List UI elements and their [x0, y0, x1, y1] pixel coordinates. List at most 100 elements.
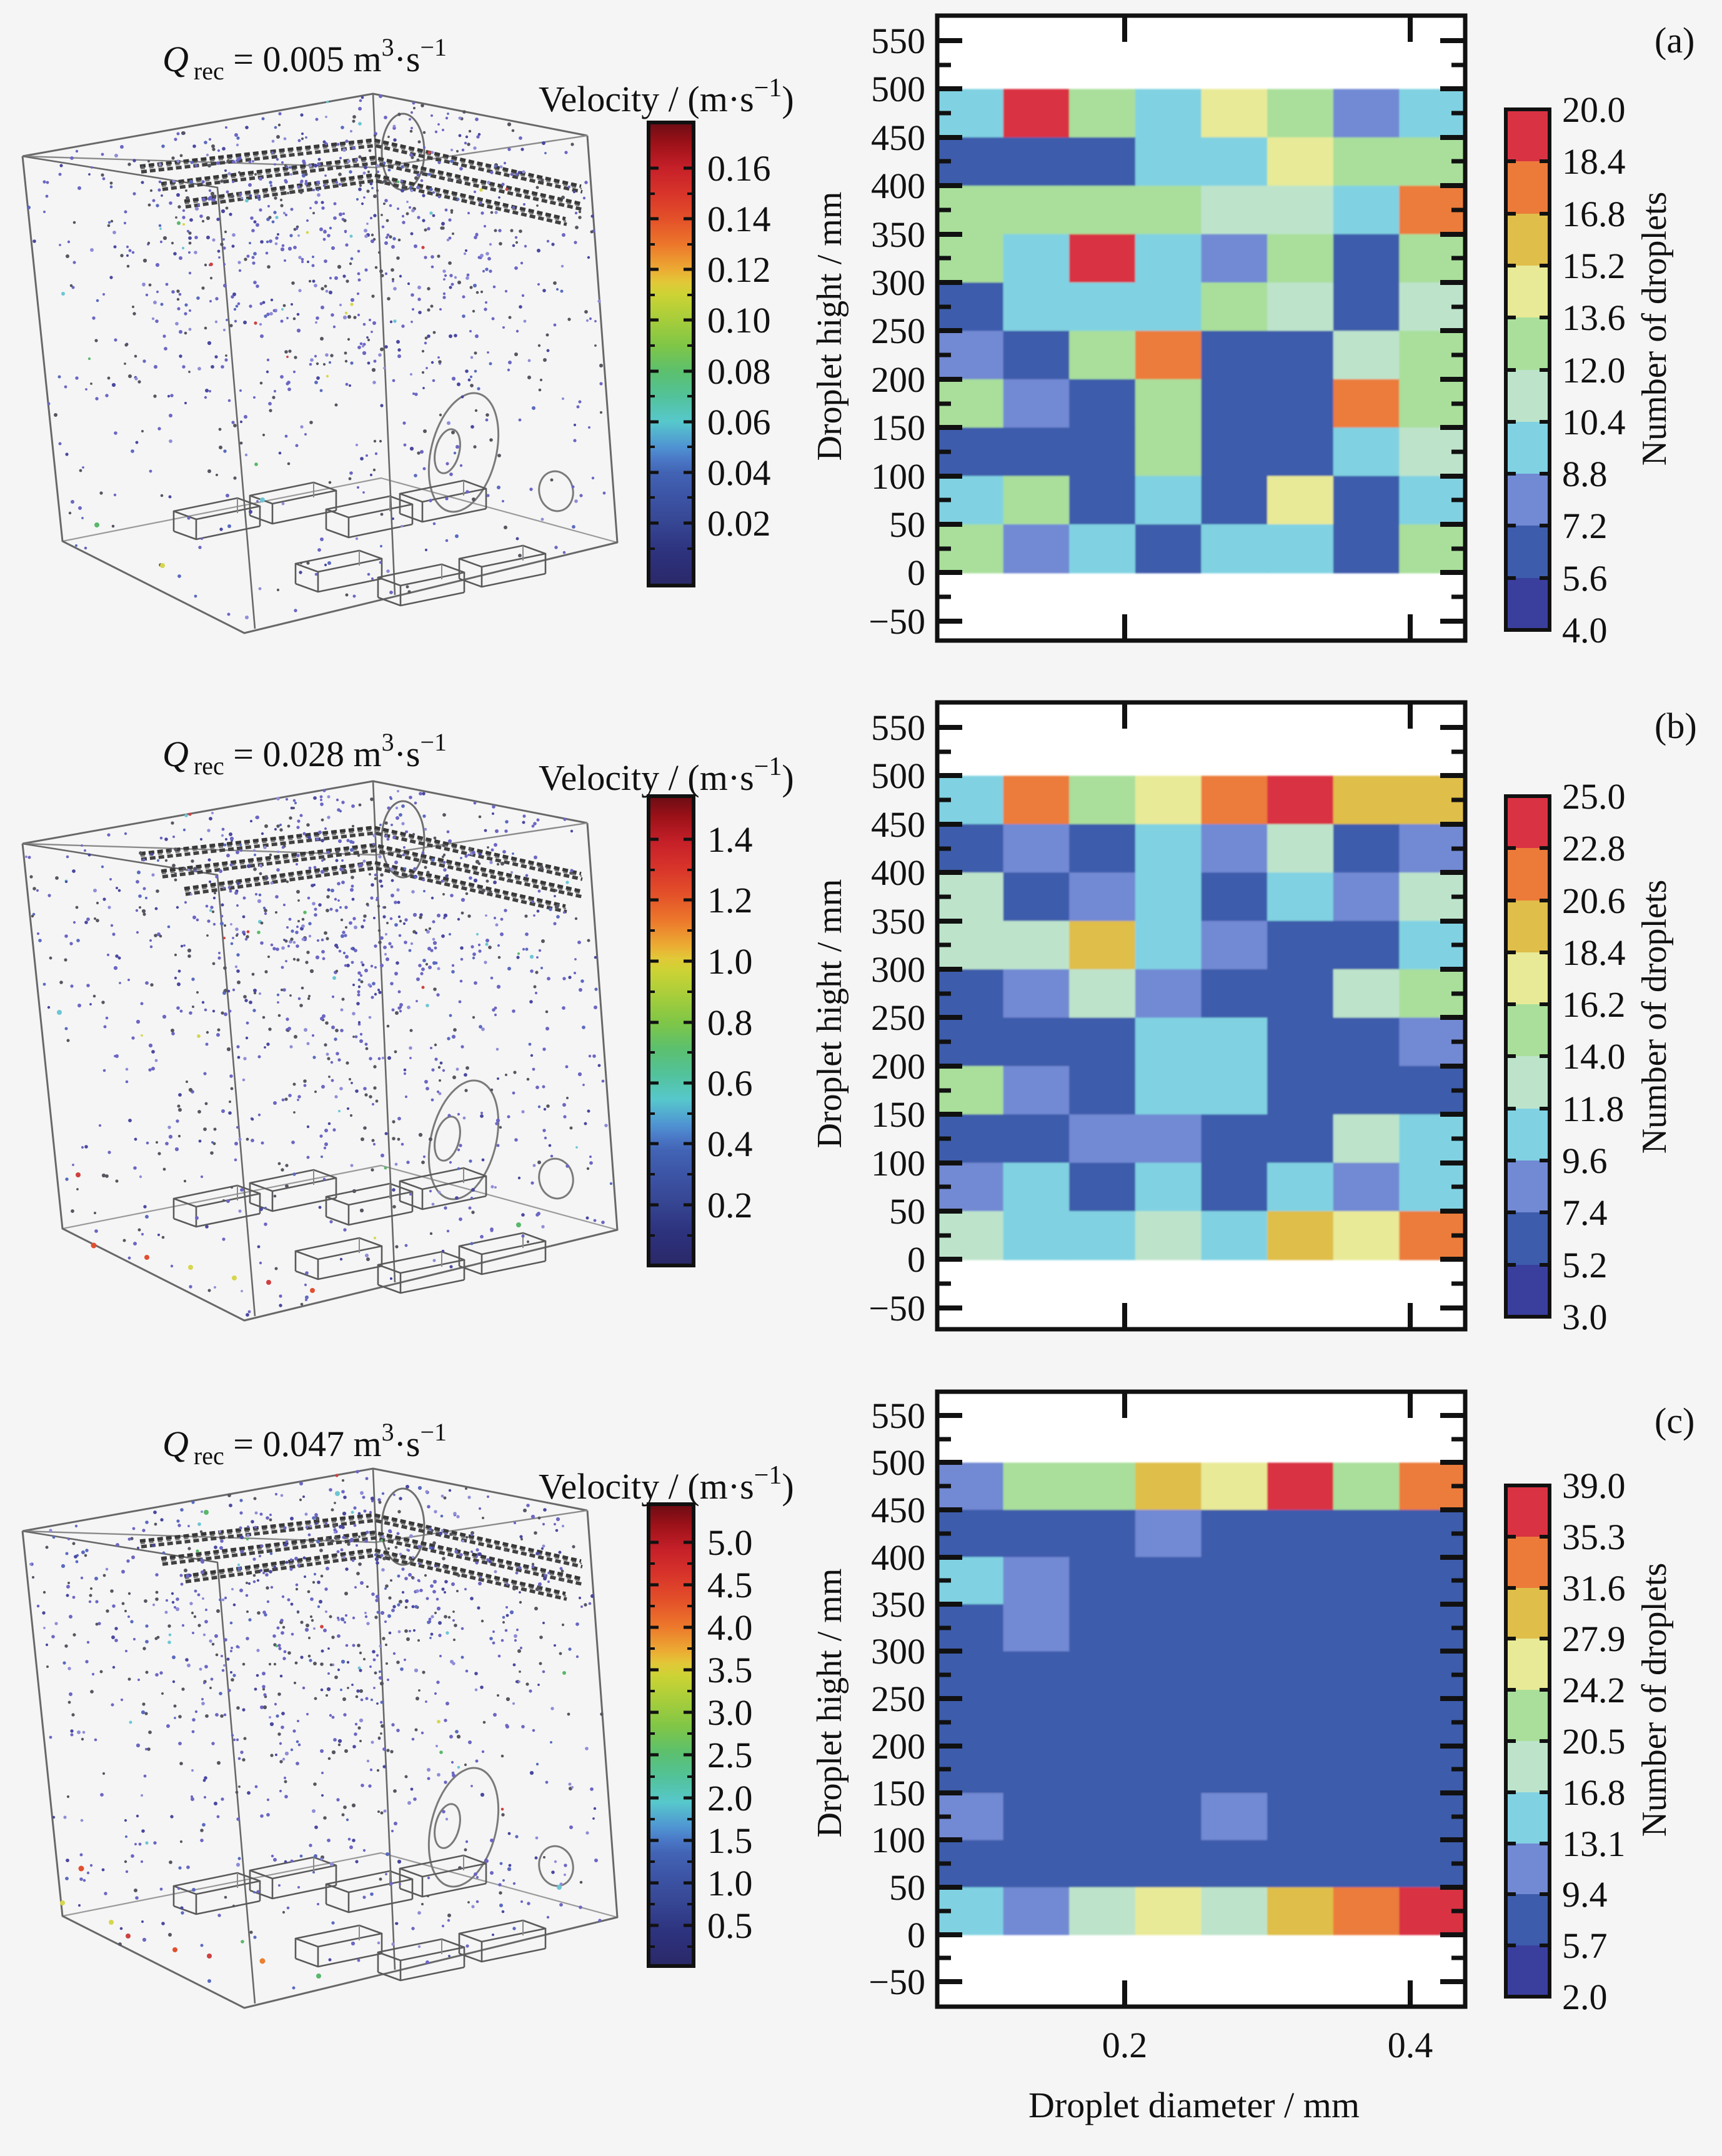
svg-text:Droplet hight / mm: Droplet hight / mm	[810, 879, 849, 1149]
svg-text:Droplet hight / mm: Droplet hight / mm	[810, 1569, 849, 1838]
svg-text:550: 550	[871, 1395, 925, 1436]
svg-text:1.4: 1.4	[707, 819, 753, 860]
svg-text:0.2: 0.2	[1102, 2025, 1148, 2065]
svg-text:0: 0	[907, 552, 925, 593]
svg-text:18.4: 18.4	[1562, 141, 1626, 182]
svg-text:0.4: 0.4	[707, 1124, 753, 1164]
svg-text:Number of droplets: Number of droplets	[1635, 1563, 1674, 1837]
svg-text:−50: −50	[868, 1288, 925, 1329]
svg-text:300: 300	[871, 262, 925, 303]
svg-text:0.8: 0.8	[707, 1002, 753, 1043]
svg-text:10.4: 10.4	[1562, 402, 1626, 442]
svg-text:300: 300	[871, 949, 925, 990]
svg-text:18.4: 18.4	[1562, 932, 1626, 973]
svg-text:20.5: 20.5	[1562, 1721, 1626, 1762]
svg-text:Number of droplets: Number of droplets	[1635, 192, 1674, 466]
svg-text:350: 350	[871, 1584, 925, 1625]
svg-text:4.5: 4.5	[707, 1565, 753, 1605]
svg-text:8.8: 8.8	[1562, 454, 1608, 494]
svg-text:500: 500	[871, 69, 925, 109]
svg-text:0.6: 0.6	[707, 1063, 753, 1104]
svg-text:100: 100	[871, 456, 925, 497]
svg-text:31.6: 31.6	[1562, 1568, 1626, 1609]
svg-text:27.9: 27.9	[1562, 1619, 1626, 1659]
svg-text:(c): (c)	[1655, 1400, 1695, 1441]
svg-text:3.0: 3.0	[707, 1692, 753, 1733]
svg-text:1.0: 1.0	[707, 1863, 753, 1904]
svg-text:50: 50	[889, 1191, 925, 1232]
svg-text:450: 450	[871, 117, 925, 158]
svg-text:0.14: 0.14	[707, 199, 771, 239]
svg-text:5.7: 5.7	[1562, 1925, 1608, 1966]
svg-text:450: 450	[871, 1490, 925, 1530]
svg-text:22.8: 22.8	[1562, 828, 1626, 869]
svg-text:400: 400	[871, 852, 925, 893]
svg-text:200: 200	[871, 359, 925, 400]
svg-text:Velocity / (m·s−1): Velocity / (m·s−1)	[539, 752, 794, 798]
svg-text:250: 250	[871, 311, 925, 351]
svg-text:15.2: 15.2	[1562, 246, 1626, 286]
svg-text:0.16: 0.16	[707, 148, 771, 189]
svg-text:7.4: 7.4	[1562, 1192, 1608, 1233]
svg-text:Q rec = 0.047 m3·s−1: Q rec = 0.047 m3·s−1	[162, 1418, 447, 1470]
svg-text:2.0: 2.0	[1562, 1977, 1608, 2017]
svg-text:20.0: 20.0	[1562, 89, 1626, 130]
svg-text:200: 200	[871, 1726, 925, 1767]
svg-text:0.12: 0.12	[707, 249, 771, 290]
svg-text:1.2: 1.2	[707, 880, 753, 921]
svg-text:100: 100	[871, 1143, 925, 1184]
svg-text:(a): (a)	[1655, 20, 1695, 61]
svg-text:13.6: 13.6	[1562, 297, 1626, 338]
svg-text:14.0: 14.0	[1562, 1036, 1626, 1077]
svg-text:0.2: 0.2	[707, 1185, 753, 1225]
svg-text:150: 150	[871, 1773, 925, 1814]
svg-text:400: 400	[871, 1537, 925, 1578]
svg-text:16.2: 16.2	[1562, 984, 1626, 1025]
svg-text:0: 0	[907, 1915, 925, 1955]
svg-text:0.04: 0.04	[707, 452, 771, 493]
svg-text:250: 250	[871, 997, 925, 1038]
svg-text:5.2: 5.2	[1562, 1245, 1608, 1285]
svg-text:3.5: 3.5	[707, 1650, 753, 1690]
svg-text:2.0: 2.0	[707, 1778, 753, 1819]
svg-text:500: 500	[871, 1442, 925, 1483]
svg-text:Droplet diameter / mm: Droplet diameter / mm	[1028, 2085, 1360, 2125]
svg-text:5.6: 5.6	[1562, 558, 1608, 599]
svg-text:550: 550	[871, 21, 925, 61]
svg-text:Velocity / (m·s−1): Velocity / (m·s−1)	[539, 74, 794, 119]
svg-text:4.0: 4.0	[1562, 610, 1608, 651]
svg-text:Velocity / (m·s−1): Velocity / (m·s−1)	[539, 1461, 794, 1507]
svg-text:−50: −50	[868, 601, 925, 642]
svg-text:16.8: 16.8	[1562, 1772, 1626, 1813]
svg-text:250: 250	[871, 1679, 925, 1719]
svg-text:Q rec = 0.028 m3·s−1: Q rec = 0.028 m3·s−1	[162, 728, 447, 780]
svg-text:0.02: 0.02	[707, 503, 771, 544]
svg-text:1.5: 1.5	[707, 1820, 753, 1861]
svg-text:0.10: 0.10	[707, 300, 771, 341]
svg-text:0: 0	[907, 1239, 925, 1280]
svg-text:550: 550	[871, 707, 925, 748]
svg-text:7.2: 7.2	[1562, 506, 1608, 546]
svg-text:2.5: 2.5	[707, 1735, 753, 1775]
svg-text:9.6: 9.6	[1562, 1140, 1608, 1181]
svg-text:1.0: 1.0	[707, 941, 753, 982]
svg-text:13.1: 13.1	[1562, 1824, 1626, 1864]
svg-text:0.5: 0.5	[707, 1905, 753, 1946]
svg-text:4.0: 4.0	[707, 1607, 753, 1648]
svg-text:35.3: 35.3	[1562, 1517, 1626, 1557]
svg-text:350: 350	[871, 901, 925, 942]
svg-text:Q rec = 0.005 m3·s−1: Q rec = 0.005 m3·s−1	[162, 33, 447, 85]
svg-text:50: 50	[889, 1867, 925, 1908]
svg-text:100: 100	[871, 1820, 925, 1860]
svg-text:16.8: 16.8	[1562, 194, 1626, 234]
svg-text:50: 50	[889, 504, 925, 545]
svg-text:3.0: 3.0	[1562, 1297, 1608, 1337]
svg-text:0.08: 0.08	[707, 351, 771, 392]
svg-text:400: 400	[871, 166, 925, 206]
svg-text:0.4: 0.4	[1388, 2025, 1433, 2065]
svg-text:350: 350	[871, 214, 925, 255]
svg-text:25.0: 25.0	[1562, 776, 1626, 817]
svg-text:−50: −50	[868, 1962, 925, 2002]
svg-text:150: 150	[871, 407, 925, 448]
svg-text:20.6: 20.6	[1562, 881, 1626, 921]
